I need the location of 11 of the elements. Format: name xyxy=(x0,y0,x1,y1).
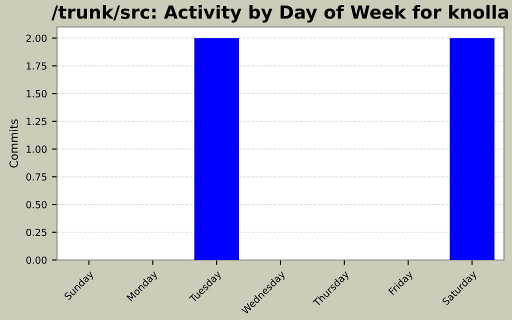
y-axis-title: Commits xyxy=(9,119,18,168)
y-tick-label: 1.25 xyxy=(26,118,46,126)
y-tick-label: 1.75 xyxy=(26,62,46,70)
y-tick-label: 0.25 xyxy=(26,228,46,236)
chart-title: /trunk/src: Activity by Day of Week for knolla xyxy=(52,4,508,23)
y-tick-label: 0.75 xyxy=(26,173,46,181)
y-tick-label: 0.50 xyxy=(26,201,47,208)
y-tick-label: 2.00 xyxy=(26,34,47,42)
y-tick-label: 1.00 xyxy=(26,146,47,153)
y-tick-label: 1.50 xyxy=(26,90,47,98)
y-tick-label: 0.00 xyxy=(26,256,47,264)
